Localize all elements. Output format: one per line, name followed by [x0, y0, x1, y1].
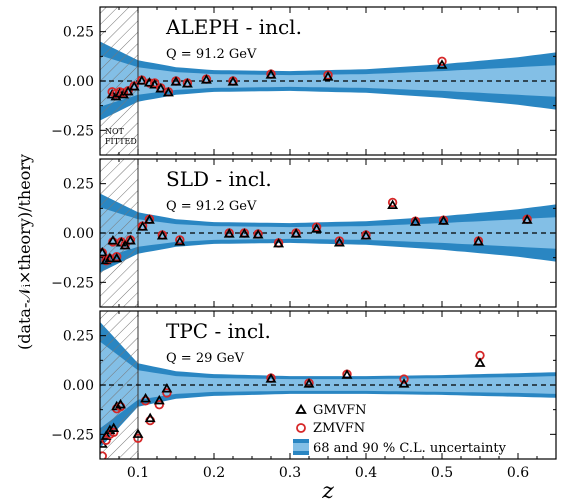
- gm-point: [132, 428, 144, 438]
- zm-point: [133, 433, 143, 443]
- gm-point: [303, 378, 315, 388]
- panel-subtitle: Q = 91.2 GeV: [166, 47, 257, 62]
- gm-point: [438, 215, 449, 225]
- y-tick-label: 0.25: [63, 177, 94, 193]
- gm-point: [227, 76, 239, 86]
- panel-title: SLD - incl.: [166, 167, 272, 191]
- gm-point: [128, 81, 140, 91]
- legend-band-inner: [293, 443, 309, 451]
- x-tick-label: 0.2: [203, 465, 225, 481]
- gm-point: [181, 78, 193, 88]
- x-axis-label: z: [321, 479, 334, 504]
- gm-point: [409, 216, 421, 226]
- panels-layer: 0.25 0.00 −0.25 ALEPH - incl. Q = 91.2 GeV NO…: [51, 6, 557, 481]
- zm-point: [100, 451, 107, 459]
- gm-point: [140, 392, 152, 403]
- plot-area: [100, 159, 556, 307]
- gm-point: [223, 228, 235, 238]
- gm-point: [273, 237, 285, 248]
- gm-point: [311, 223, 323, 233]
- y-tick-label: 0.00: [63, 74, 94, 90]
- gm-point: [333, 236, 345, 247]
- gm-point: [119, 239, 131, 250]
- zm-point: [437, 56, 447, 66]
- panel-1: 0.25 0.00 −0.25 ALEPH - incl. Q = 91.2 GeV NO…: [51, 6, 557, 156]
- not-fitted-line: NOT: [105, 127, 125, 136]
- panel-3: 0.25 0.00 −0.25 TPC - incl. Q = 29 GeV: [51, 310, 557, 460]
- gm-point: [104, 252, 116, 263]
- panel-subtitle: Q = 91.2 GeV: [166, 199, 257, 214]
- gm-point: [387, 199, 399, 209]
- gm-point: [265, 69, 277, 79]
- gm-point: [156, 230, 168, 240]
- gm-point: [111, 252, 123, 263]
- gm-point: [474, 357, 486, 367]
- legend-zm-label: ZMVFN: [313, 421, 365, 436]
- gm-point: [108, 422, 120, 432]
- panel-2: 0.25 0.00 −0.25 SLD - incl. Q = 91.2 GeV: [51, 158, 557, 308]
- x-tick-label: 0.5: [431, 465, 453, 481]
- gm-point: [100, 254, 112, 265]
- gm-point: [143, 214, 155, 224]
- legend-gm-label: GMVFN: [313, 403, 366, 418]
- panel-title: TPC - incl.: [166, 319, 271, 343]
- gm-point: [398, 378, 410, 388]
- y-tick-label: −0.25: [51, 427, 94, 443]
- gm-point: [162, 86, 174, 97]
- gm-point: [155, 82, 167, 93]
- gm-point: [436, 59, 448, 69]
- gm-point: [290, 228, 302, 238]
- zm-point: [108, 427, 119, 438]
- gm-point: [341, 369, 353, 379]
- gm-point: [107, 234, 119, 245]
- gm-point: [200, 74, 212, 84]
- panel-subtitle: Q = 29 GeV: [166, 351, 245, 366]
- x-tick-label: 0.3: [279, 465, 301, 481]
- gm-point: [115, 398, 126, 409]
- gm-point: [238, 228, 250, 238]
- gm-point: [149, 79, 161, 89]
- gm-point: [122, 85, 134, 96]
- y-tick-label: 0.25: [63, 329, 94, 345]
- zm-point: [162, 388, 172, 398]
- gm-point: [360, 230, 372, 240]
- gm-point: [124, 234, 136, 245]
- gm-point: [473, 235, 484, 246]
- gm-point: [161, 383, 173, 393]
- legend-band-label: 68 and 90 % C.L. uncertainty: [313, 441, 507, 456]
- zm-point: [154, 400, 164, 410]
- plot-area: [100, 311, 556, 459]
- gm-point: [144, 412, 156, 423]
- gm-point: [521, 214, 533, 224]
- gm-point: [322, 71, 334, 81]
- panel-title: ALEPH - incl.: [165, 15, 302, 39]
- not-fitted-line: FITTED: [105, 137, 137, 146]
- not-fitted-label: NOT FITTED: [105, 127, 137, 146]
- gm-point: [137, 221, 149, 231]
- y-tick-label: 0.00: [63, 378, 94, 394]
- x-tick-label: 0.1: [127, 465, 149, 481]
- y-tick-label: 0.25: [63, 25, 94, 41]
- gm-point: [252, 229, 264, 239]
- legend-gm-marker: [295, 403, 307, 414]
- x-tick-label: 0.6: [507, 465, 529, 481]
- gm-point: [153, 394, 165, 405]
- legend-zm-marker: [296, 423, 306, 433]
- gm-point: [265, 373, 277, 383]
- zm-point: [387, 197, 398, 208]
- gm-point: [136, 75, 148, 85]
- legend: GMVFN ZMVFN 68 and 90 % C.L. uncertainty: [293, 403, 507, 456]
- y-tick-label: 0.00: [63, 226, 94, 242]
- gm-point: [170, 76, 182, 86]
- zm-point: [399, 374, 409, 384]
- y-axis-label: (data-𝒩ᵢ×theory)/theory: [15, 154, 34, 350]
- y-tick-label: −0.25: [51, 275, 94, 291]
- y-tick-label: −0.25: [51, 123, 94, 139]
- plot-area: [100, 7, 556, 155]
- gm-point: [174, 235, 186, 246]
- x-tick-label: 0.4: [355, 465, 377, 481]
- gm-point: [100, 430, 112, 440]
